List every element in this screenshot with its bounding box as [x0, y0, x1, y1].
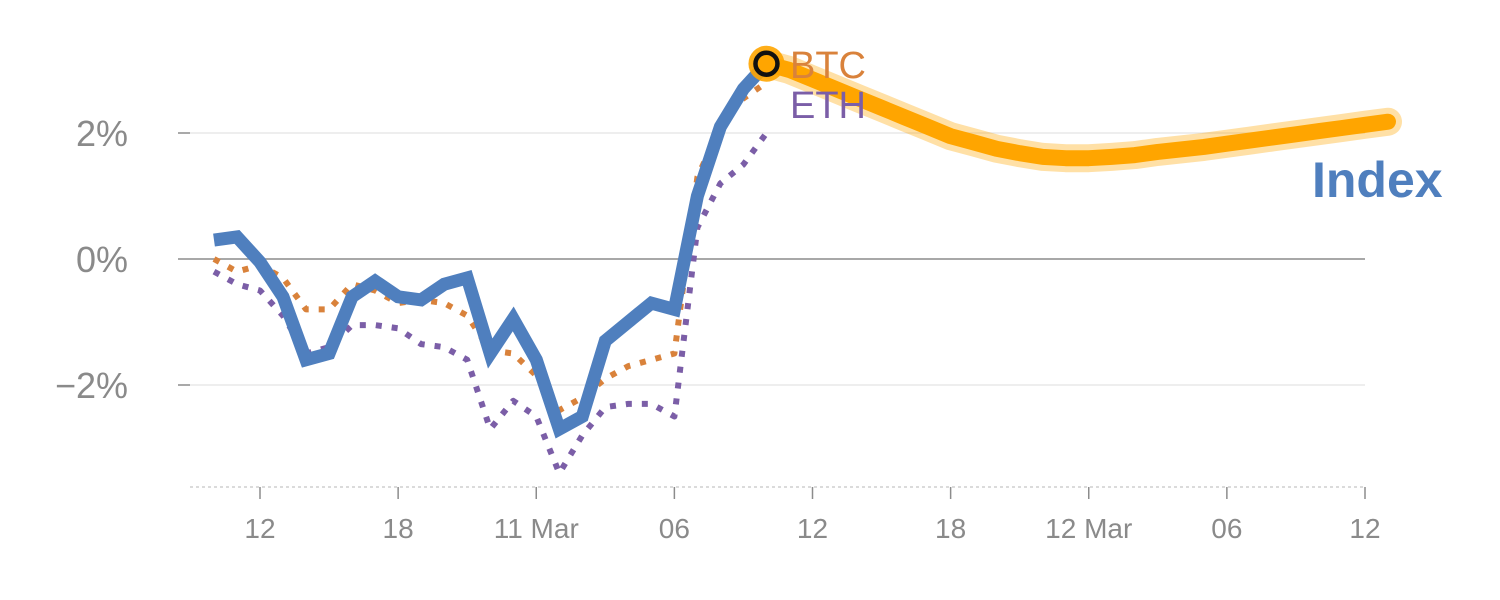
- eth-series-line: [212, 131, 769, 477]
- btc-series-label: BTC: [790, 45, 866, 87]
- x-tick-label: 06: [659, 513, 690, 544]
- y-tick-label: 2%: [76, 113, 128, 154]
- eth-series-label: ETH: [790, 85, 866, 127]
- x-tick-label: 12: [797, 513, 828, 544]
- grid-layer: [190, 132, 1365, 386]
- forecast-line: [758, 55, 1396, 167]
- x-tick-label: 12 Mar: [1045, 513, 1132, 544]
- latest-point-marker: [753, 50, 780, 77]
- x-tick-label: 18: [383, 513, 414, 544]
- y-tick-label: 0%: [76, 239, 128, 280]
- index-series-line: [213, 59, 772, 439]
- axis-layer: 2% 0% −2% 12 18 11 Mar 06 12 18 12 Mar 06 12: [55, 113, 1381, 544]
- index-series-label: Index: [1312, 152, 1443, 208]
- series-layer: [212, 45, 1402, 477]
- x-tick-label: 11 Mar: [494, 513, 579, 544]
- x-tick-label: 06: [1211, 513, 1242, 544]
- y-tick-label: −2%: [55, 365, 128, 406]
- x-tick-label: 18: [935, 513, 966, 544]
- x-tick-label: 12: [1349, 513, 1380, 544]
- x-tick-label: 12: [244, 513, 275, 544]
